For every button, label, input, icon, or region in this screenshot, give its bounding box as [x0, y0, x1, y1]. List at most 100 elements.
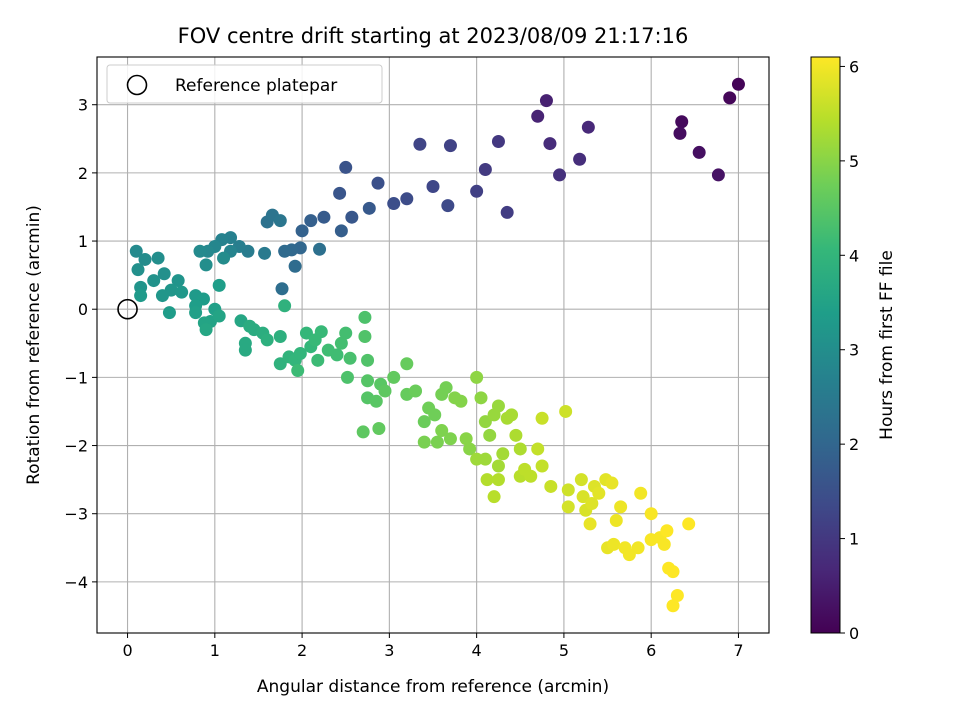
data-point	[731, 77, 745, 91]
data-point	[162, 306, 176, 320]
data-point	[505, 408, 519, 422]
data-point	[212, 309, 226, 323]
data-point	[157, 267, 171, 281]
data-point	[291, 364, 305, 378]
data-point	[631, 541, 645, 555]
data-point	[544, 479, 558, 493]
data-point	[155, 289, 169, 303]
data-point	[675, 115, 689, 129]
x-tick-label: 6	[646, 641, 656, 660]
x-axis-label: Angular distance from reference (arcmin)	[257, 677, 609, 697]
data-point	[356, 425, 370, 439]
data-point	[509, 428, 523, 442]
legend-marker-icon	[126, 74, 148, 96]
data-point	[339, 326, 353, 340]
data-point	[362, 201, 376, 215]
y-tick-label: −4	[64, 573, 88, 592]
data-point	[470, 370, 484, 384]
data-point	[480, 473, 494, 487]
data-point	[430, 435, 444, 449]
data-point	[243, 319, 257, 333]
data-point	[339, 160, 353, 174]
data-point	[435, 424, 449, 438]
y-tick-label: 1	[78, 232, 88, 251]
data-point	[273, 214, 287, 228]
y-axis-ticks: −4 −3 −2 −1 0 1 2 3	[64, 96, 97, 592]
data-point	[673, 126, 687, 140]
data-point	[358, 310, 372, 324]
data-point	[151, 251, 165, 265]
data-point	[670, 589, 684, 603]
data-point	[273, 357, 287, 371]
data-point	[491, 473, 505, 487]
data-point	[334, 224, 348, 238]
data-point	[299, 326, 313, 340]
data-point	[491, 459, 505, 473]
x-tick-label: 7	[733, 641, 743, 660]
data-point	[535, 411, 549, 425]
data-point	[134, 289, 148, 303]
data-point	[443, 139, 457, 153]
data-point	[293, 347, 307, 361]
data-point	[607, 537, 621, 551]
data-point	[311, 353, 325, 367]
data-point	[175, 285, 189, 299]
data-point	[288, 259, 302, 273]
data-point	[561, 500, 575, 514]
colorbar-tick-label: 0	[849, 624, 859, 643]
x-tick-label: 0	[122, 641, 132, 660]
data-point	[585, 496, 599, 510]
scatter-points	[129, 77, 745, 613]
data-point	[330, 348, 344, 362]
colorbar-tick-label: 5	[849, 152, 859, 171]
data-point	[400, 192, 414, 206]
data-point	[644, 507, 658, 521]
data-point	[278, 299, 292, 313]
data-point	[278, 244, 292, 258]
data-point	[531, 109, 545, 123]
data-point	[189, 306, 203, 320]
y-tick-label: 0	[78, 300, 88, 319]
colorbar-tick-label: 6	[849, 57, 859, 76]
colorbar-tick-label: 4	[849, 246, 859, 265]
y-tick-label: −2	[64, 437, 88, 456]
colorbar-ticks: 0 1 2 3 4 5 6	[810, 56, 859, 643]
data-point	[574, 473, 588, 487]
data-point	[295, 224, 309, 238]
data-point	[478, 162, 492, 176]
data-point	[199, 258, 213, 272]
data-point	[583, 517, 597, 531]
data-point	[304, 214, 318, 228]
data-point	[417, 435, 431, 449]
data-point	[483, 428, 497, 442]
data-point	[238, 343, 252, 357]
data-point	[513, 442, 527, 456]
data-point	[371, 176, 385, 190]
data-point	[369, 394, 383, 408]
data-point	[317, 210, 331, 224]
data-point	[193, 244, 207, 258]
data-point	[387, 197, 401, 211]
data-point	[333, 186, 347, 200]
data-point	[443, 432, 457, 446]
data-point	[576, 490, 590, 504]
colorbar	[811, 57, 840, 633]
legend: Reference platepar	[106, 64, 383, 104]
data-point	[275, 282, 289, 296]
x-tick-label: 5	[559, 641, 569, 660]
data-point	[491, 399, 505, 413]
data-point	[622, 548, 636, 562]
x-axis-ticks: 0 1 2 3 4 5 6 7	[122, 633, 744, 660]
data-point	[573, 152, 587, 166]
x-tick-label: 3	[384, 641, 394, 660]
x-tick-label: 4	[472, 641, 482, 660]
data-point	[470, 184, 484, 198]
data-point	[723, 91, 737, 105]
data-point	[478, 452, 492, 466]
data-point	[260, 333, 274, 347]
data-point	[454, 394, 468, 408]
data-point	[657, 537, 671, 551]
data-point	[439, 381, 453, 395]
legend-box	[106, 64, 383, 104]
